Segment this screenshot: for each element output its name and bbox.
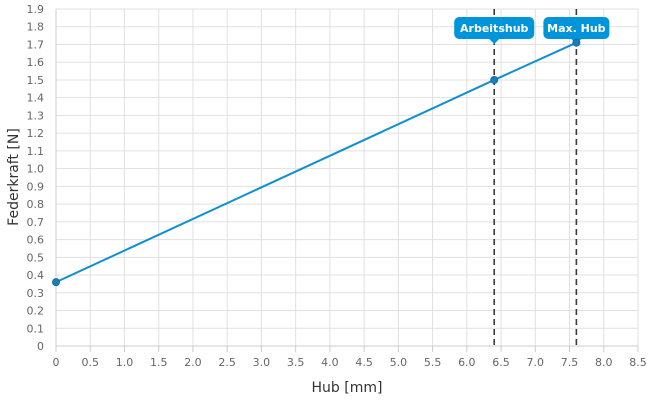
y-tick-label: 1.3 [27, 109, 45, 122]
x-tick-label: 7.0 [527, 356, 545, 369]
y-tick-label: 0.2 [27, 305, 45, 318]
x-tick-label: 5.0 [390, 356, 408, 369]
x-tick-label: 1.5 [150, 356, 168, 369]
marker-badge [543, 17, 610, 39]
x-tick-label: 8.0 [595, 356, 613, 369]
y-tick-label: 0 [37, 340, 44, 353]
x-tick-label: 6.0 [458, 356, 476, 369]
x-tick-label: 5.5 [424, 356, 442, 369]
x-tick-label: 3.0 [253, 356, 271, 369]
x-tick-label: 0 [53, 356, 60, 369]
marker-badge [454, 17, 535, 39]
x-tick-label: 0.5 [81, 356, 99, 369]
y-tick-label: 0.3 [27, 287, 45, 300]
data-point [490, 75, 499, 84]
y-tick-label: 0.6 [27, 234, 45, 247]
x-tick-label: 6.5 [492, 356, 510, 369]
y-tick-label: 0.5 [27, 251, 45, 264]
data-point [52, 278, 60, 287]
marker-badge-pointer [489, 39, 500, 44]
marker-label: Max. Hub [547, 22, 606, 35]
y-axis-title: Federkraft [N] [6, 128, 22, 226]
y-tick-label: 1.4 [27, 92, 45, 105]
x-tick-label: 3.5 [287, 356, 305, 369]
y-tick-label: 1.8 [27, 21, 45, 34]
y-tick-label: 1.6 [27, 56, 45, 69]
y-tick-label: 0.9 [27, 180, 45, 193]
reference-markers: Arbeitshub Max. Hub [454, 9, 610, 346]
x-tick-label: 8.5 [629, 356, 647, 369]
data-point [572, 38, 581, 47]
y-tick-label: 0.4 [27, 269, 45, 282]
x-tick-label: 1.0 [116, 356, 134, 369]
y-tick-label: 1.0 [27, 163, 45, 176]
y-tick-label: 1.7 [27, 38, 45, 51]
y-axis-ticks: 0 0.1 0.2 0.3 0.4 0.5 0.6 0.7 0.8 0.9 1.0 1.1 1.2 1.3… [27, 3, 45, 353]
x-tick-label: 2.5 [218, 356, 236, 369]
grid [55, 8, 639, 347]
x-axis-ticks: 0 0.5 1.0 1.5 2.0 2.5 3.0 3.5 4.0 4.5 5.0 5.5 6.0 6.5… [53, 346, 647, 369]
x-tick-label: 4.0 [321, 356, 339, 369]
marker-label: Arbeitshub [460, 22, 529, 35]
y-tick-label: 1.1 [27, 145, 45, 158]
axes [55, 9, 638, 347]
y-tick-label: 1.5 [27, 74, 45, 87]
x-tick-label: 2.0 [184, 356, 202, 369]
series-line [55, 41, 577, 284]
y-tick-label: 0.1 [27, 322, 45, 335]
y-tick-label: 1.9 [27, 3, 45, 16]
y-tick-label: 0.8 [27, 198, 45, 211]
x-tick-label: 4.5 [355, 356, 373, 369]
data-series [52, 38, 581, 287]
x-axis-title: Hub [mm] [312, 380, 383, 396]
y-tick-label: 1.2 [27, 127, 45, 140]
y-tick-label: 0.7 [27, 216, 45, 229]
x-tick-label: 7.5 [561, 356, 579, 369]
